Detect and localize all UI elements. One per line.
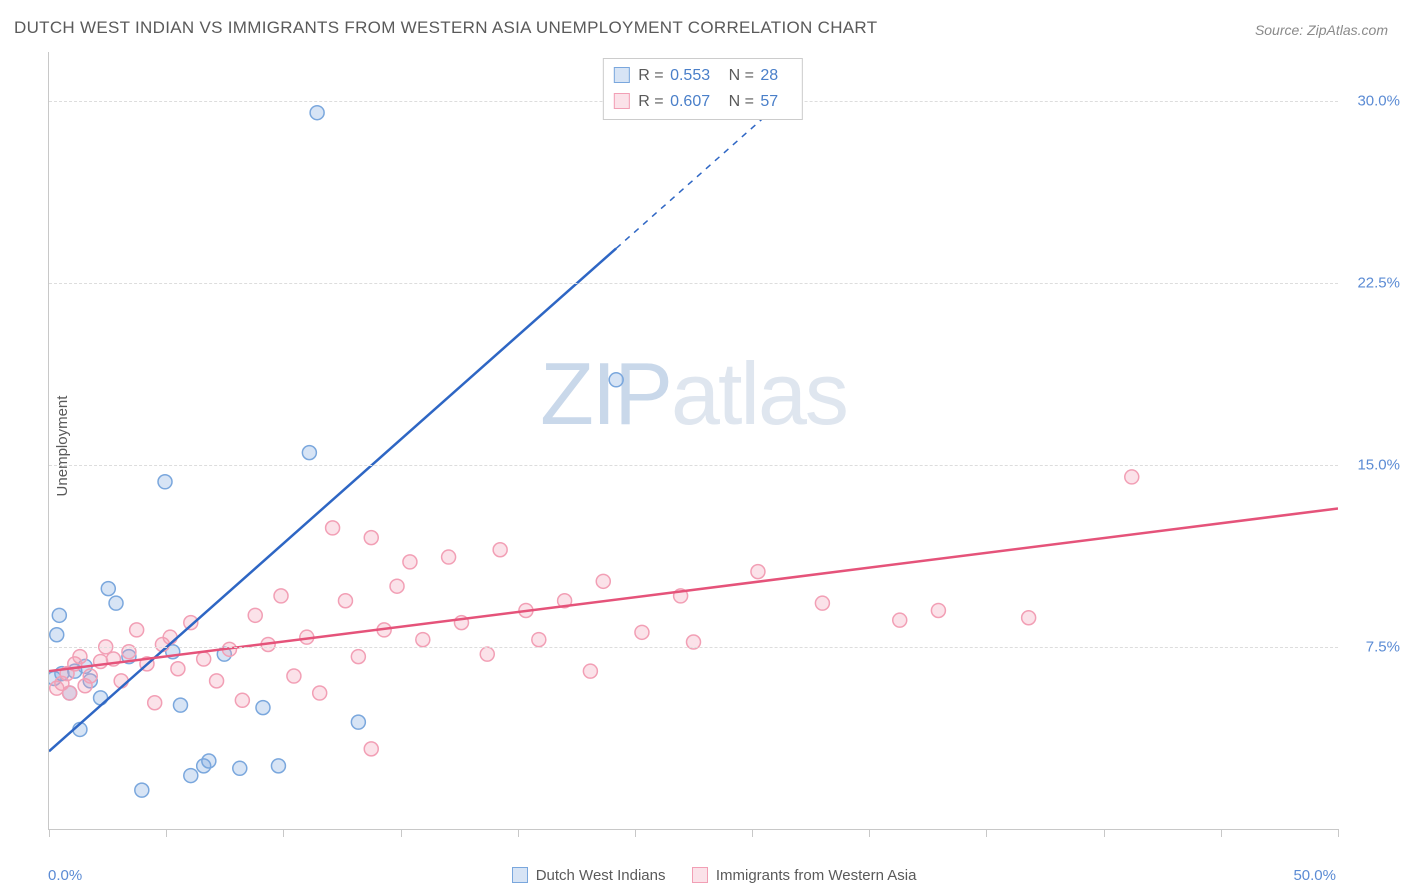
y-tick-label: 15.0%	[1357, 456, 1400, 473]
chart-title: DUTCH WEST INDIAN VS IMMIGRANTS FROM WES…	[14, 18, 877, 38]
swatch-dwi	[614, 67, 630, 83]
stats-legend: R = 0.553 N = 28 R = 0.607 N = 57	[603, 58, 803, 120]
scatter-svg	[49, 52, 1338, 829]
n-value-wa: 57	[760, 93, 778, 110]
stats-row-dwi: R = 0.553 N = 28	[614, 63, 792, 89]
y-tick-label: 22.5%	[1357, 274, 1400, 291]
series-label-dwi: Dutch West Indians	[536, 867, 666, 884]
swatch-wa	[614, 93, 630, 109]
source-attribution: Source: ZipAtlas.com	[1255, 22, 1388, 38]
y-tick-label: 7.5%	[1366, 638, 1400, 655]
r-value-wa: 0.607	[670, 93, 710, 110]
series-label-wa: Immigrants from Western Asia	[716, 867, 917, 884]
series-legend: Dutch West Indians Immigrants from Weste…	[0, 867, 1406, 884]
swatch-dwi-bottom	[512, 867, 528, 883]
r-value-dwi: 0.553	[670, 67, 710, 84]
swatch-wa-bottom	[692, 867, 708, 883]
plot-area: ZIPatlas 7.5%15.0%22.5%30.0%	[48, 52, 1338, 830]
stats-row-wa: R = 0.607 N = 57	[614, 89, 792, 115]
y-tick-label: 30.0%	[1357, 92, 1400, 109]
n-value-dwi: 28	[760, 67, 778, 84]
